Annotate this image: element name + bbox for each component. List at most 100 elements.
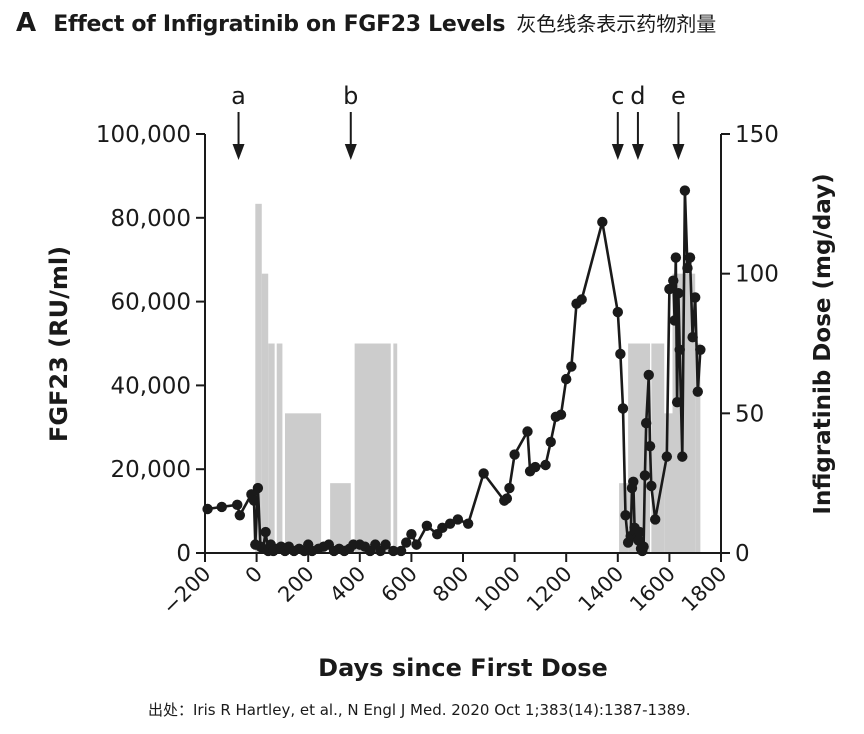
- y-tick-label-3: 60,000: [111, 290, 191, 316]
- dose-bar-10: [651, 343, 665, 553]
- dose-bar-4: [284, 413, 322, 553]
- fgf23-point-66: [615, 348, 626, 360]
- fgf23-point-80: [638, 541, 649, 552]
- x-tick-label-2: 200: [273, 562, 318, 607]
- series-group: [202, 185, 706, 557]
- x-tick-label-10: 1800: [677, 562, 732, 617]
- fgf23-point-61: [566, 361, 577, 372]
- fgf23-point-77: [634, 526, 645, 538]
- x-tick-label-4: 600: [377, 562, 422, 607]
- y2-tick-label-3: 150: [735, 122, 779, 148]
- fgf23-point-44: [437, 522, 448, 534]
- right-y-axis-title: Infigratinib Dose (mg/day): [810, 173, 836, 514]
- panel-label: A: [16, 8, 37, 38]
- fgf23-point-52: [509, 449, 520, 460]
- fgf23-point-53: [522, 426, 533, 437]
- fgf23-point-51: [504, 482, 515, 494]
- fgf23-point-0: [202, 503, 213, 515]
- fgf23-point-3: [234, 510, 246, 521]
- dose-bar-1: [261, 273, 269, 553]
- fgf23-point-38: [395, 545, 407, 557]
- figure-title-row: A Effect of Infigratinib on FGF23 Levels…: [16, 8, 716, 38]
- fgf23-point-64: [597, 216, 608, 228]
- y-tick-label-0: 0: [176, 541, 191, 567]
- fgf23-point-83: [643, 369, 654, 381]
- chart-title: Effect of Infigratinib on FGF23 Levels: [53, 12, 506, 37]
- y-tick-label-2: 40,000: [111, 373, 191, 399]
- y2-tick-label-0: 0: [735, 541, 750, 567]
- fgf23-point-55: [530, 461, 541, 473]
- fgf23-point-5: [248, 495, 260, 506]
- dose-bar-6: [354, 343, 391, 553]
- annotation-label-d: d: [630, 82, 645, 110]
- fgf23-point-40: [406, 528, 417, 540]
- fgf23-point-37: [388, 545, 399, 557]
- fgf23-point-48: [478, 468, 489, 479]
- fgf23-point-65: [612, 306, 623, 318]
- fgf23-point-100: [690, 292, 701, 303]
- title-note: 灰色线条表示药物剂量: [516, 12, 717, 36]
- annotation-label-a: a: [231, 82, 246, 110]
- x-tick-label-8: 1400: [574, 562, 629, 617]
- y2-tick-label-2: 100: [735, 262, 779, 288]
- dose-bar-5: [330, 483, 351, 553]
- fgf23-point-56: [540, 459, 551, 471]
- fgf23-point-57: [545, 436, 556, 448]
- y-tick-label-1: 20,000: [111, 457, 191, 483]
- fgf23-point-95: [677, 451, 688, 462]
- fgf23-point-97: [682, 262, 693, 274]
- y-tick-label-4: 80,000: [111, 206, 191, 232]
- annotation-arrow-head-b: [344, 144, 357, 160]
- fgf23-point-101: [692, 386, 703, 397]
- fgf23-point-36: [380, 539, 391, 550]
- fgf23-point-93: [673, 288, 684, 299]
- dose-bar-2: [268, 343, 275, 553]
- left-y-axis-title: FGF23 (RU/ml): [45, 246, 73, 442]
- y2-tick-label-1: 50: [735, 401, 764, 427]
- fgf23-point-84: [644, 440, 656, 452]
- fgf23-point-47: [462, 518, 474, 529]
- fgf23-point-41: [411, 539, 422, 550]
- fgf23-point-68: [620, 510, 631, 521]
- fgf23-point-85: [646, 480, 657, 492]
- dose-bar-3: [276, 343, 283, 553]
- annotation-arrow-head-e: [672, 144, 685, 160]
- fgf23-point-89: [668, 275, 679, 286]
- dose-bar-12: [672, 273, 682, 553]
- fgf23-point-82: [640, 417, 652, 429]
- dose-bar-14: [695, 343, 701, 553]
- fgf23-point-63: [576, 294, 587, 305]
- x-tick-label-6: 1000: [470, 562, 525, 617]
- fgf23-point-42: [421, 520, 433, 531]
- x-tick-label-7: 1200: [522, 562, 577, 617]
- source-citation: 出处：Iris R Hartley, et al., N Engl J Med.…: [148, 701, 691, 719]
- x-tick-label-9: 1600: [625, 562, 680, 617]
- fgf23-point-46: [452, 514, 464, 525]
- fgf23-point-81: [639, 470, 651, 481]
- y-tick-label-5: 100,000: [96, 122, 191, 148]
- fgf23-point-10: [260, 526, 271, 538]
- dose-bar-0: [255, 203, 262, 554]
- fgf23-point-45: [444, 518, 456, 529]
- fgf23-point-2: [232, 499, 243, 511]
- x-tick-label-3: 400: [325, 562, 370, 607]
- annotation-arrow-head-c: [611, 144, 624, 160]
- annotation-arrow-head-a: [232, 144, 245, 160]
- fgf23-point-96: [679, 185, 691, 196]
- fgf23-point-90: [669, 315, 680, 326]
- fgf23-point-99: [687, 332, 698, 343]
- dose-bar-11: [664, 413, 673, 553]
- fgf23-point-88: [664, 283, 675, 295]
- fgf23-point-72: [628, 476, 639, 487]
- fgf23-point-86: [650, 514, 661, 525]
- x-tick-label-1: 0: [241, 562, 267, 588]
- annotation-label-b: b: [343, 82, 358, 110]
- fgf23-point-50: [501, 493, 513, 504]
- fgf23-point-1: [216, 501, 227, 513]
- fgf23-point-91: [670, 252, 682, 263]
- annotation-arrow-head-d: [631, 144, 644, 160]
- fgf23-point-7: [252, 482, 264, 494]
- fgf23-point-60: [561, 373, 572, 385]
- annotation-label-e: e: [671, 82, 686, 110]
